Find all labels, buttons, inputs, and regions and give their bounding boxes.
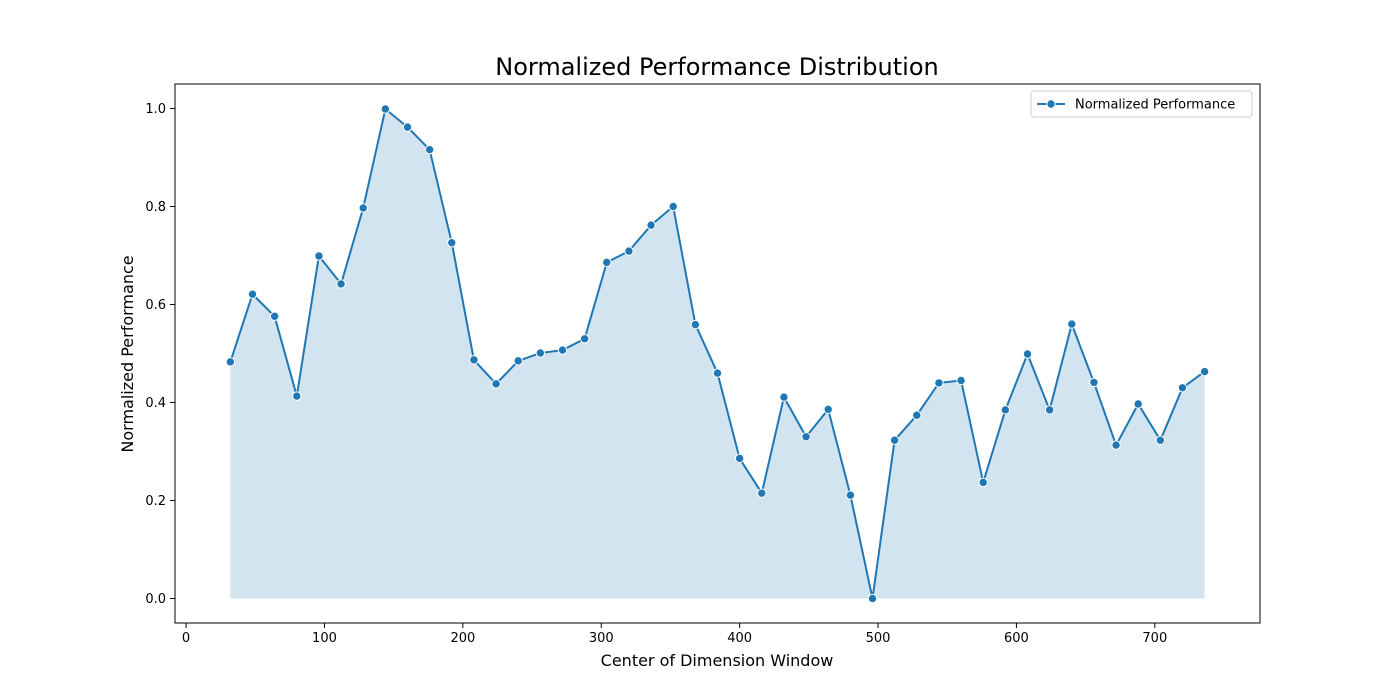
data-point-41 <box>1133 399 1143 409</box>
data-point-26 <box>801 432 811 442</box>
data-point-16 <box>579 334 590 344</box>
data-point-23 <box>734 453 745 464</box>
data-point-22 <box>712 368 723 378</box>
data-point-42 <box>1155 435 1166 445</box>
data-point-13 <box>513 356 523 366</box>
data-point-36 <box>1022 349 1033 359</box>
x-tick-label: 100 <box>312 631 337 646</box>
data-point-39 <box>1089 377 1099 388</box>
x-axis: 0 100 200 300 400 500 600 700 <box>182 623 1167 646</box>
y-tick-label: 1.0 <box>145 102 166 117</box>
data-point-24 <box>757 488 767 498</box>
data-point-12 <box>491 379 501 389</box>
y-tick-label: 0.2 <box>145 494 166 509</box>
x-tick-label: 200 <box>450 631 475 646</box>
legend-entry-label: Normalized Performance <box>1075 98 1235 113</box>
x-tick-label: 700 <box>1142 631 1167 646</box>
chart-title: Normalized Performance Distribution <box>495 53 938 81</box>
data-point-38 <box>1067 319 1077 329</box>
y-tick-label: 0.6 <box>145 298 166 313</box>
data-point-34 <box>978 477 988 488</box>
data-point-25 <box>779 392 789 402</box>
data-point-4 <box>314 251 324 261</box>
data-point-21 <box>690 319 701 330</box>
data-point-17 <box>602 257 612 268</box>
data-point-28 <box>845 490 856 500</box>
data-point-9 <box>424 144 435 155</box>
data-point-10 <box>447 238 457 248</box>
y-axis: 0.0 0.2 0.4 0.6 0.8 1.0 <box>145 102 175 607</box>
x-axis-label: Center of Dimension Window <box>601 651 834 670</box>
data-point-11 <box>469 355 479 365</box>
data-point-35 <box>1000 405 1011 415</box>
data-point-7 <box>380 104 391 114</box>
legend: Normalized Performance <box>1030 90 1253 118</box>
data-point-31 <box>912 410 922 420</box>
x-tick-label: 500 <box>866 631 891 646</box>
data-point-2 <box>269 311 280 321</box>
data-point-1 <box>247 289 258 299</box>
y-axis-label: Normalized Performance <box>118 255 137 452</box>
data-point-15 <box>557 345 568 355</box>
data-point-43 <box>1177 383 1188 393</box>
data-point-0 <box>225 357 236 367</box>
data-point-3 <box>292 391 302 401</box>
data-point-33 <box>956 375 966 386</box>
data-point-32 <box>934 378 944 388</box>
data-point-20 <box>668 201 678 212</box>
data-point-14 <box>535 348 546 358</box>
y-tick-label: 0.8 <box>145 200 166 215</box>
y-tick-label: 0.0 <box>145 592 166 607</box>
data-point-27 <box>823 404 833 415</box>
data-point-19 <box>646 220 656 230</box>
data-point-6 <box>358 203 368 213</box>
data-point-5 <box>336 279 346 289</box>
x-tick-label: 400 <box>727 631 752 646</box>
plot-area <box>225 104 1210 604</box>
data-point-18 <box>624 246 634 256</box>
data-point-30 <box>889 435 900 445</box>
plot-frame <box>174 83 1261 624</box>
y-tick-label: 0.4 <box>145 396 166 411</box>
data-point-44 <box>1199 366 1210 377</box>
area-fill <box>230 109 1205 599</box>
markers <box>225 104 1210 604</box>
data-point-29 <box>867 593 878 604</box>
data-point-40 <box>1111 440 1121 450</box>
x-tick-label: 600 <box>1004 631 1029 646</box>
data-point-8 <box>402 122 413 132</box>
x-tick-label: 300 <box>589 631 614 646</box>
legend-box <box>1030 90 1253 118</box>
data-point-37 <box>1044 405 1055 415</box>
x-tick-label: 0 <box>182 631 190 646</box>
legend-marker-swatch <box>1046 99 1056 109</box>
